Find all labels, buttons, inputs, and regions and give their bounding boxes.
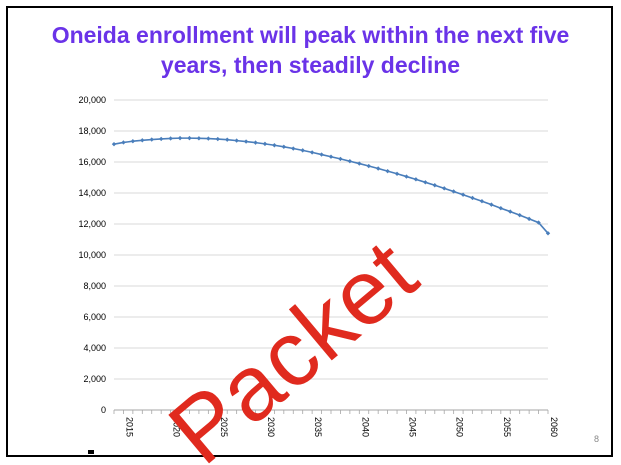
data-point <box>347 159 353 164</box>
y-tick-label: 16,000 <box>78 157 106 167</box>
data-point <box>460 192 466 197</box>
x-tick-label: 2055 <box>502 417 512 437</box>
data-point <box>357 161 362 166</box>
data-point <box>413 177 419 182</box>
x-tick-label: 2025 <box>219 417 229 437</box>
data-point <box>187 135 192 141</box>
slide-title: Oneida enrollment will peak within the n… <box>51 22 570 78</box>
data-point <box>385 168 390 174</box>
data-point <box>498 205 504 211</box>
x-tick-label: 2045 <box>407 417 417 437</box>
data-point <box>319 152 324 157</box>
y-tick-label: 2,000 <box>83 374 106 384</box>
x-tick-label: 2035 <box>313 417 323 437</box>
y-tick-label: 8,000 <box>83 281 106 291</box>
data-point <box>281 144 287 150</box>
y-tick-label: 6,000 <box>83 312 106 322</box>
y-tick-label: 12,000 <box>78 219 106 229</box>
data-point <box>262 141 268 147</box>
y-tick-label: 4,000 <box>83 343 106 353</box>
x-tick-label: 2040 <box>360 417 370 437</box>
data-point <box>338 156 343 162</box>
data-point <box>366 163 371 169</box>
data-point <box>140 138 145 143</box>
x-tick-label: 2020 <box>172 417 182 437</box>
data-point <box>394 171 400 176</box>
data-point <box>168 136 173 141</box>
data-point <box>196 136 202 141</box>
x-tick-label: 2050 <box>455 417 465 437</box>
data-point <box>479 199 485 204</box>
y-tick-label: 18,000 <box>78 126 106 136</box>
data-point <box>253 140 258 145</box>
data-point <box>375 166 381 171</box>
data-point <box>470 195 475 201</box>
x-tick-label: 2015 <box>124 417 134 437</box>
data-point <box>328 154 334 159</box>
data-point <box>149 137 154 142</box>
data-point <box>489 202 494 207</box>
data-point <box>300 148 305 153</box>
data-point <box>225 137 230 142</box>
data-point <box>111 141 117 147</box>
data-point <box>545 231 551 236</box>
data-point <box>526 216 532 222</box>
data-point <box>309 150 315 155</box>
y-tick-label: 14,000 <box>78 188 106 198</box>
x-tick-label: 2060 <box>549 417 559 437</box>
y-tick-label: 20,000 <box>78 95 106 105</box>
series-line <box>113 137 549 234</box>
data-point <box>272 143 277 148</box>
data-point <box>243 139 249 144</box>
data-point <box>291 146 296 151</box>
y-tick-label: 10,000 <box>78 250 106 260</box>
x-tick-label: 2030 <box>266 417 276 437</box>
data-point <box>536 220 541 225</box>
data-point <box>121 140 126 145</box>
data-point <box>451 189 456 194</box>
data-point <box>215 136 220 142</box>
data-point <box>517 212 522 218</box>
data-point <box>177 135 183 141</box>
data-point <box>442 186 447 191</box>
y-tick-label: 0 <box>101 405 106 415</box>
data-point <box>158 136 164 142</box>
data-point <box>508 209 513 214</box>
data-point <box>432 183 437 188</box>
data-point <box>234 138 239 143</box>
data-point <box>206 136 211 141</box>
data-point <box>130 139 136 144</box>
page-number: 8 <box>593 434 599 444</box>
data-point <box>423 180 428 185</box>
data-point <box>404 174 409 179</box>
stray-mark <box>88 450 94 454</box>
slide-border <box>6 6 613 457</box>
